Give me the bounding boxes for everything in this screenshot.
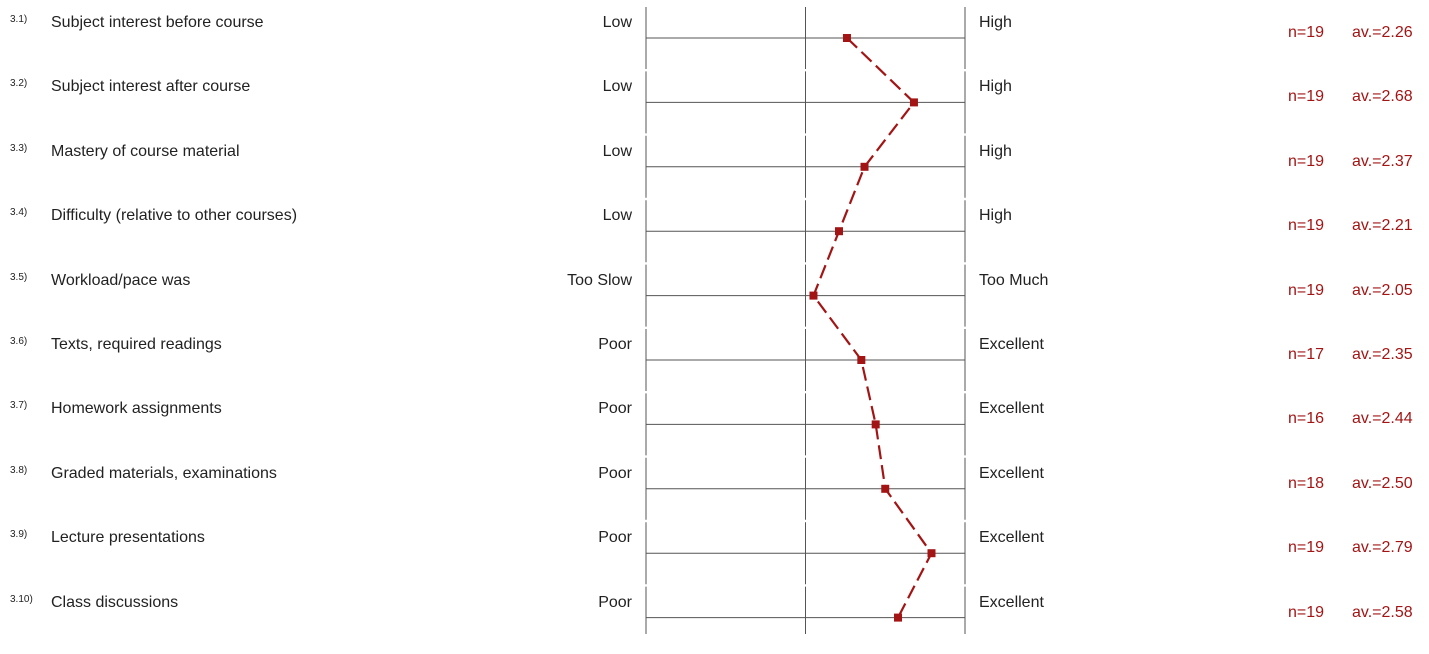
average-point <box>809 291 818 300</box>
average-point <box>927 549 936 558</box>
sample-count: n=19 <box>1288 217 1325 235</box>
scale-low-label: Low <box>602 78 632 96</box>
scale-high-label: High <box>979 142 1012 160</box>
scale-low-label: Poor <box>598 593 632 611</box>
average-point <box>894 613 903 622</box>
rating-chart <box>645 7 966 634</box>
item-label: Texts, required readings <box>51 336 222 353</box>
scale-low-label: Poor <box>598 400 632 418</box>
scale-low-label: Too Slow <box>567 271 632 289</box>
average-value: av.=2.35 <box>1352 346 1413 363</box>
item-number: 3.6) <box>10 336 28 347</box>
sample-count: n=16 <box>1288 410 1325 428</box>
rating-rows: 3.1) Subject interest before course Low Hig… <box>0 10 1429 621</box>
average-value: av.=2.21 <box>1352 217 1413 235</box>
rating-row: 3.3) Mastery of course material Low High n=1… <box>0 139 1429 203</box>
rating-row: 3.1) Subject interest before course Low Hig… <box>0 10 1429 74</box>
item-number: 3.4) <box>10 207 28 219</box>
rating-row: 3.8) Graded materials, examinations Poor Ex… <box>0 461 1429 525</box>
item-number: 3.2) <box>10 78 28 90</box>
rating-row: 3.7) Homework assignments Poor Excellent n=1… <box>0 396 1429 460</box>
item-number: 3.10) <box>10 593 33 605</box>
scale-high-label: Excellent <box>979 464 1044 482</box>
average-point <box>881 484 890 493</box>
item-number: 3.7) <box>10 400 28 412</box>
average-point <box>857 356 866 364</box>
sample-count: n=17 <box>1288 346 1325 363</box>
scale-high-label: Excellent <box>979 400 1044 418</box>
sample-count: n=19 <box>1288 603 1325 621</box>
item-number: 3.3) <box>10 142 28 154</box>
item-label: Class discussions <box>51 593 179 611</box>
scale-high-label: High <box>979 14 1012 31</box>
rating-row: 3.5) Workload/pace was Too Slow Too Much n=1… <box>0 268 1429 332</box>
scale-high-label: Excellent <box>979 336 1044 353</box>
scale-low-label: Low <box>602 142 632 160</box>
average-value: av.=2.68 <box>1352 88 1413 106</box>
sample-count: n=19 <box>1288 88 1325 106</box>
average-value: av.=2.26 <box>1352 24 1413 41</box>
sample-count: n=19 <box>1288 281 1325 299</box>
average-value: av.=2.58 <box>1352 603 1413 621</box>
average-value: av.=2.05 <box>1352 281 1413 299</box>
scale-low-label: Poor <box>598 464 632 482</box>
sample-count: n=19 <box>1288 24 1325 41</box>
average-point <box>834 227 843 236</box>
rating-row: 3.10) Class discussions Poor Excellent n=19 a… <box>0 590 1429 654</box>
average-value: av.=2.44 <box>1352 410 1413 428</box>
scale-low-label: Poor <box>598 336 632 353</box>
scale-high-label: High <box>979 207 1012 225</box>
average-point <box>842 34 851 42</box>
rating-row: 3.9) Lecture presentations Poor Excellent n=… <box>0 525 1429 589</box>
item-label: Mastery of course material <box>51 142 240 160</box>
average-value: av.=2.37 <box>1352 152 1413 170</box>
item-label: Workload/pace was <box>51 271 191 289</box>
rating-row: 3.6) Texts, required readings Poor Excellen… <box>0 332 1429 396</box>
scale-low-label: Low <box>602 207 632 225</box>
scale-high-label: Excellent <box>979 529 1044 547</box>
item-label: Homework assignments <box>51 400 222 418</box>
item-number: 3.8) <box>10 464 28 476</box>
average-series-line <box>812 37 933 619</box>
scale-low-label: Poor <box>598 529 632 547</box>
average-value: av.=2.50 <box>1352 474 1413 492</box>
item-number: 3.9) <box>10 529 28 541</box>
rating-row: 3.4) Difficulty (relative to other course… <box>0 203 1429 267</box>
scale-high-label: High <box>979 78 1012 96</box>
sample-count: n=19 <box>1288 539 1325 557</box>
item-label: Subject interest before course <box>51 14 264 31</box>
scale-high-label: Too Much <box>979 271 1049 289</box>
average-point <box>909 98 918 107</box>
item-number: 3.5) <box>10 271 28 283</box>
item-label: Difficulty (relative to other courses) <box>51 207 298 225</box>
sample-count: n=19 <box>1288 152 1325 170</box>
item-label: Subject interest after course <box>51 78 251 96</box>
item-number: 3.1) <box>10 14 28 25</box>
item-label: Graded materials, examinations <box>51 464 277 482</box>
average-value: av.=2.79 <box>1352 539 1413 557</box>
scale-low-label: Low <box>602 14 632 31</box>
average-point <box>871 420 880 429</box>
item-label: Lecture presentations <box>51 529 205 547</box>
sample-count: n=18 <box>1288 474 1325 492</box>
average-point <box>860 162 869 171</box>
scale-high-label: Excellent <box>979 593 1044 611</box>
rating-row: 3.2) Subject interest after course Low High… <box>0 74 1429 138</box>
